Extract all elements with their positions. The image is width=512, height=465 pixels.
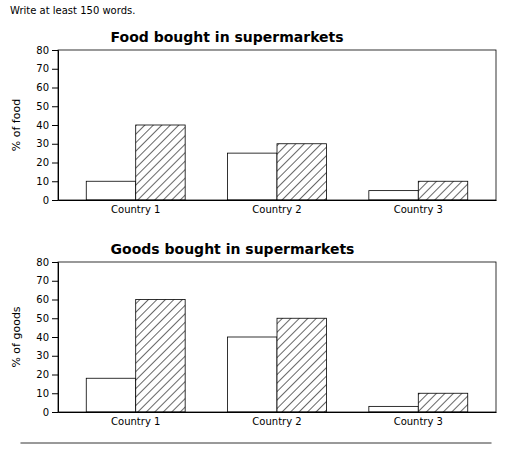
bar: [136, 125, 185, 200]
bar: [86, 181, 135, 200]
tick: 0: [43, 195, 58, 206]
tick-mark: [52, 300, 58, 301]
tick: 50: [36, 101, 58, 112]
tick-mark: [52, 181, 58, 182]
tick-mark: [52, 318, 58, 319]
tick: 80: [36, 45, 58, 56]
tick-label: 70: [36, 275, 49, 286]
axis-line: [52, 263, 59, 413]
bars: [86, 300, 467, 413]
tick-label: 30: [36, 350, 49, 361]
tick-label: 20: [36, 157, 49, 168]
panel: 01020304050607080Country 1Country 2Count…: [10, 241, 497, 427]
tick-mark: [52, 393, 58, 394]
tick-mark: [52, 125, 58, 126]
bars: [86, 125, 467, 200]
tick-mark: [52, 88, 58, 89]
tick: 60: [36, 294, 58, 305]
tick-label: 10: [36, 388, 49, 399]
tick-label: 50: [36, 313, 49, 324]
tick-label: 50: [36, 101, 49, 112]
tick: 10: [36, 388, 58, 399]
tick-label: 40: [36, 332, 49, 343]
tick: 60: [36, 82, 58, 93]
tick-label: Country 3: [394, 416, 443, 427]
tick-label: 40: [36, 120, 49, 131]
tick: Country 3: [394, 200, 443, 215]
tick-mark: [52, 356, 58, 357]
tick: 50: [36, 313, 58, 324]
y-axis-title: % of food: [10, 99, 23, 151]
bar: [228, 153, 277, 200]
axis-line: [59, 412, 497, 413]
bar: [418, 393, 467, 412]
plot-frame: [58, 262, 496, 412]
tick-mark: [52, 281, 58, 282]
bar: [369, 191, 418, 200]
tick-label: 10: [36, 176, 49, 187]
tick: 80: [36, 257, 58, 268]
tick-label: 60: [36, 294, 49, 305]
tick: Country 1: [111, 200, 160, 215]
y-axis-title: % of goods: [10, 306, 23, 367]
tick-mark: [52, 144, 58, 145]
bar: [418, 181, 467, 200]
bar: [277, 318, 326, 412]
tick: 30: [36, 138, 58, 149]
tick-label: Country 1: [111, 416, 160, 427]
tick: 40: [36, 332, 58, 343]
tick: 10: [36, 176, 58, 187]
tick: Country 3: [394, 412, 443, 427]
tick-label: 60: [36, 82, 49, 93]
bar: [369, 406, 418, 412]
tick-mark: [52, 69, 58, 70]
y-axis: 0 10 20 30 40 50 60 70 80: [36, 257, 58, 418]
tick-mark: [52, 106, 58, 107]
panel: 01020304050607080Country 1Country 2Count…: [10, 29, 497, 215]
tick-label: Country 3: [394, 204, 443, 215]
tick-label: Country 2: [252, 416, 301, 427]
tick-mark: [52, 412, 58, 413]
tick-mark: [52, 163, 58, 164]
bar: [277, 144, 326, 200]
tick: 0: [43, 407, 58, 418]
tick-label: 80: [36, 45, 49, 56]
bar: [136, 300, 185, 413]
tick: 70: [36, 275, 58, 286]
axis-line: [59, 200, 497, 201]
tick-label: 70: [36, 63, 49, 74]
y-axis: 0 10 20 30 40 50 60 70 80: [36, 45, 58, 206]
tick: Country 2: [252, 412, 301, 427]
bar: [86, 378, 135, 412]
tick: 20: [36, 369, 58, 380]
tick-label: Country 1: [111, 204, 160, 215]
tick-mark: [52, 200, 58, 201]
tick: Country 2: [252, 200, 301, 215]
bar: [228, 337, 277, 412]
figure: Write at least 150 words. 0 10 20 30 40 50 60 70…: [0, 0, 512, 465]
tick-label: 80: [36, 257, 49, 268]
tick: 20: [36, 157, 58, 168]
tick-label: 20: [36, 369, 49, 380]
tick: 30: [36, 350, 58, 361]
chart-title: Goods bought in supermarkets: [111, 241, 355, 257]
tick: 40: [36, 120, 58, 131]
tick-mark: [52, 375, 58, 376]
plot-frame: [58, 50, 496, 200]
chart-title: Food bought in supermarkets: [111, 29, 344, 45]
tick-label: 0: [43, 195, 49, 206]
tick-mark: [52, 262, 58, 263]
axis-line: [52, 51, 59, 201]
x-axis: Country 1 Country 2 Country 3: [59, 200, 497, 215]
x-axis: Country 1 Country 2 Country 3: [59, 412, 497, 427]
tick-mark: [52, 337, 58, 338]
tick-mark: [52, 50, 58, 51]
tick: Country 1: [111, 412, 160, 427]
tick: 70: [36, 63, 58, 74]
tick-label: Country 2: [252, 204, 301, 215]
tick-label: 0: [43, 407, 49, 418]
tick-label: 30: [36, 138, 49, 149]
header-annotation: Write at least 150 words.: [10, 5, 135, 16]
separator: [20, 443, 491, 444]
